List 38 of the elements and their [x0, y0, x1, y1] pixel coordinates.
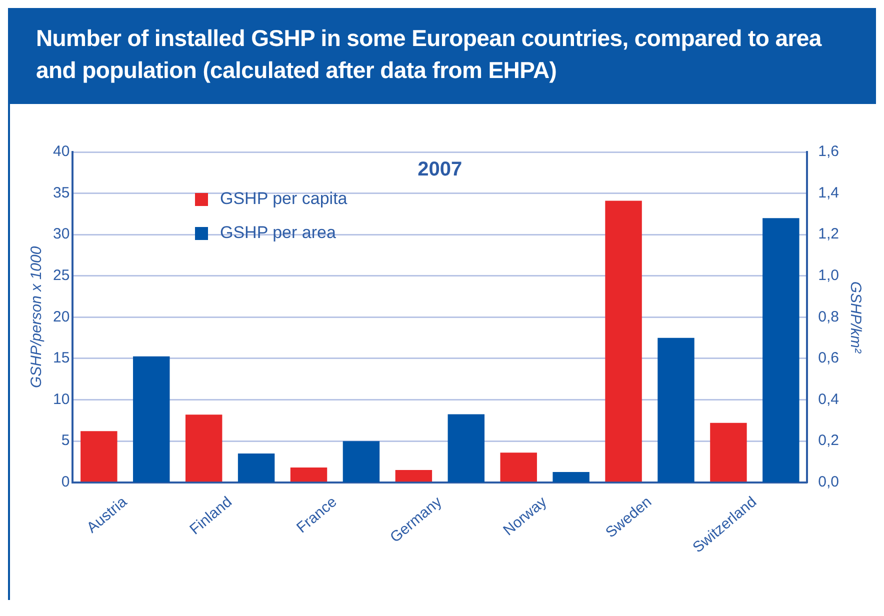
- y-tick-label: 40: [52, 143, 70, 160]
- y2-axis-title: GSHP/km²: [846, 281, 864, 354]
- y-tick-label: 15: [52, 350, 70, 367]
- bar: [658, 338, 694, 482]
- y-tick-label: 25: [52, 267, 70, 284]
- bar: [238, 453, 275, 482]
- bar: [605, 200, 642, 482]
- bar: [80, 431, 118, 482]
- bar: [710, 422, 747, 482]
- bar: [448, 414, 485, 482]
- bar: [552, 472, 590, 482]
- y-tick-label: 20: [52, 308, 70, 326]
- bar: [185, 414, 222, 482]
- chart-subtitle: 2007: [418, 158, 462, 181]
- y2-tick-label: 0,8: [818, 308, 840, 326]
- bar: [290, 468, 328, 482]
- y-tick-label: 10: [52, 390, 70, 408]
- bar: [133, 356, 170, 482]
- bar: [395, 470, 432, 482]
- y-tick-label: 0: [61, 474, 70, 491]
- bar: [342, 441, 380, 482]
- bar: [500, 452, 537, 482]
- y-tick-label: 35: [52, 184, 70, 202]
- y2-tick-label: 1,4: [818, 184, 840, 202]
- bar: [762, 218, 800, 482]
- y2-tick-label: 1,6: [818, 143, 840, 160]
- y2-tick-label: 0,6: [818, 350, 840, 367]
- y2-tick-label: 0,2: [818, 432, 840, 450]
- y2-tick-label: 1,2: [818, 226, 840, 243]
- y2-tick-label: 0,0: [818, 474, 840, 491]
- legend-label: GSHP per capita: [220, 189, 348, 209]
- y2-tick-label: 1,0: [818, 267, 840, 284]
- y-tick-label: 30: [52, 226, 70, 243]
- y-tick-label: 5: [61, 432, 70, 450]
- y-axis-title: GSHP/person x 1000: [28, 246, 46, 388]
- chart-title: Number of installed GSHP in some European countries, compared to area and population (calculated after data from EHPA): [8, 8, 876, 104]
- y2-tick-label: 0,4: [818, 390, 840, 408]
- legend-label: GSHP per area: [220, 223, 336, 243]
